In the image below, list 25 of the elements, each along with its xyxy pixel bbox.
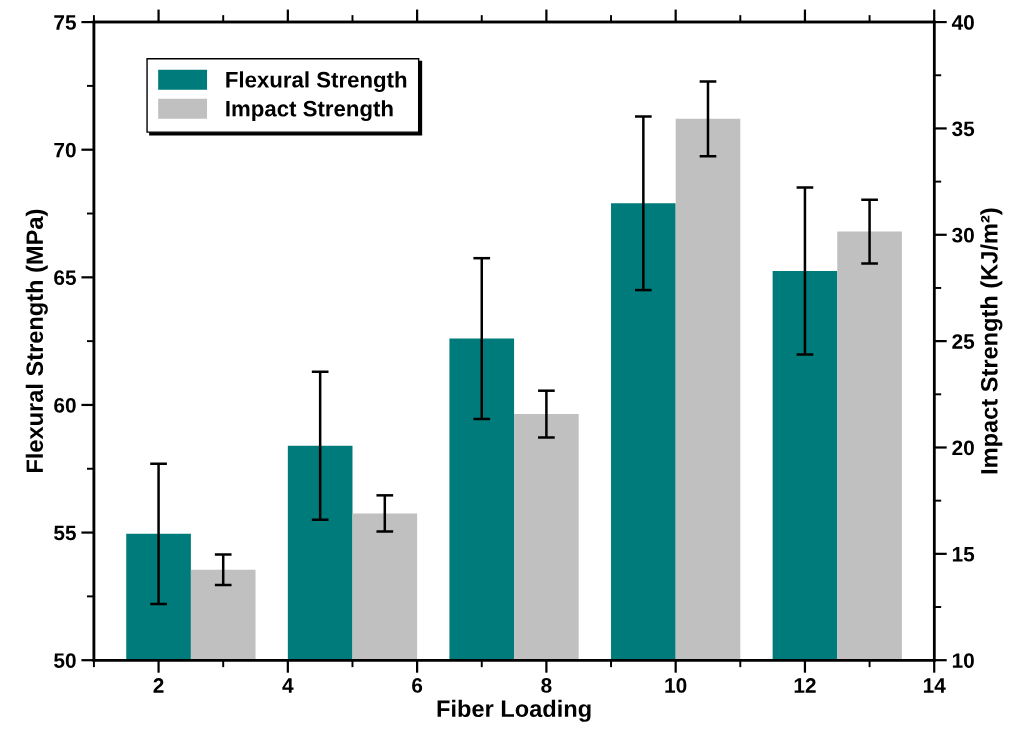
x-tick-label: 14	[923, 678, 946, 693]
y-tick-label: 70	[54, 142, 76, 158]
y2-tick-label: 35	[952, 121, 975, 137]
legend-label: Flexural Strength	[226, 71, 407, 93]
x-tick-label: 4	[282, 678, 294, 693]
x-tick-label: 10	[665, 678, 687, 693]
y-tick-label: 65	[54, 270, 76, 286]
x-tick-label: 8	[541, 678, 552, 693]
legend-label: Impact Strength	[226, 100, 393, 122]
y2-tick-label: 30	[952, 227, 974, 243]
y2-axis-title: Impact Strength (KJ/m²)	[980, 208, 1003, 474]
y2-tick-label: 25	[952, 334, 975, 349]
y-tick-label: 60	[54, 397, 76, 413]
y-tick-label: 75	[54, 15, 76, 30]
y-tick-label: 50	[54, 653, 76, 668]
y2-tick-label: 10	[952, 653, 974, 668]
y-axis-title: Flexural Strength (MPa)	[25, 209, 48, 473]
x-axis-title: Fiber Loading	[437, 699, 591, 722]
y2-tick-label: 15	[952, 547, 975, 562]
x-tick-label: 2	[153, 678, 164, 693]
x-tick-label: 12	[794, 678, 816, 693]
y-tick-label: 55	[54, 525, 76, 541]
y2-tick-label: 20	[952, 440, 974, 456]
x-tick-label: 6	[412, 678, 423, 693]
y2-tick-label: 40	[951, 15, 974, 30]
